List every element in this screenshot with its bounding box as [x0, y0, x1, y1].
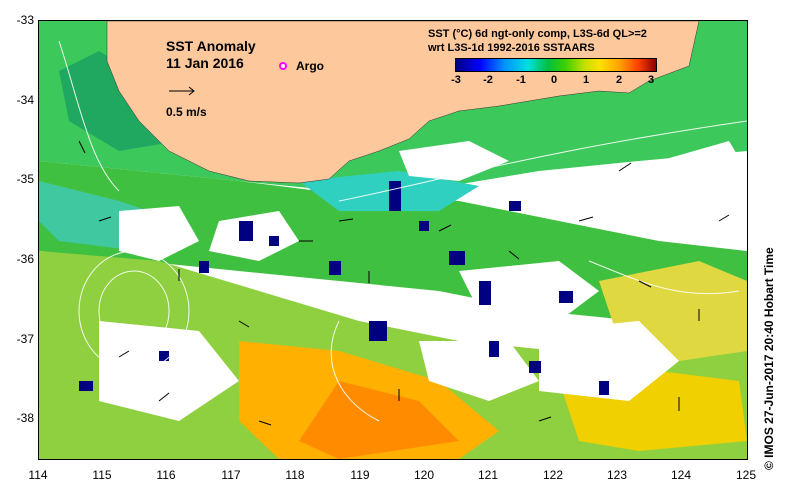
colorbar-tick: 3 [647, 74, 655, 86]
scale-label: 0.5 m/s [166, 105, 207, 119]
y-tick-label: -36 [16, 252, 34, 266]
x-tick-label: 114 [28, 468, 48, 482]
x-tick-label: 120 [413, 468, 435, 482]
x-tick-label: 123 [606, 468, 628, 482]
y-tick-label: -33 [16, 13, 34, 27]
colorbar [455, 58, 657, 72]
x-tick-label: 117 [221, 468, 241, 482]
y-tick-label: -34 [16, 93, 34, 107]
argo-label: Argo [296, 59, 324, 73]
map-date: 11 Jan 2016 [166, 55, 244, 71]
legend-title: SST (°C) 6d ngt-only comp, L3S-6d QL>=2 [428, 28, 647, 40]
colorbar-tick: -3 [451, 74, 461, 86]
colorbar-tick: 1 [582, 74, 590, 86]
legend-subtitle: wrt L3S-1d 1992-2016 SSTAARS [428, 42, 595, 54]
map-panel [38, 20, 748, 460]
colorbar-tick: -2 [483, 74, 493, 86]
colorbar-tick: 0 [550, 74, 558, 86]
y-tick-label: -35 [16, 172, 34, 186]
sst-anomaly-field [39, 21, 747, 459]
x-tick-label: 118 [285, 468, 305, 482]
x-tick-label: 116 [156, 468, 176, 482]
x-tick-label: 115 [92, 468, 112, 482]
map-title: SST Anomaly [166, 38, 256, 54]
colorbar-tick: -1 [516, 74, 526, 86]
x-tick-label: 119 [350, 468, 370, 482]
y-tick-label: -38 [16, 411, 34, 425]
x-tick-label: 121 [477, 468, 499, 482]
credit-text: © IMOS 27-Jun-2017 20:40 Hobart Time [762, 247, 776, 470]
y-tick-label: -37 [16, 332, 34, 346]
x-tick-label: 124 [670, 468, 692, 482]
x-tick-label: 125 [735, 468, 757, 482]
x-tick-label: 122 [542, 468, 564, 482]
colorbar-tick: 2 [615, 74, 623, 86]
